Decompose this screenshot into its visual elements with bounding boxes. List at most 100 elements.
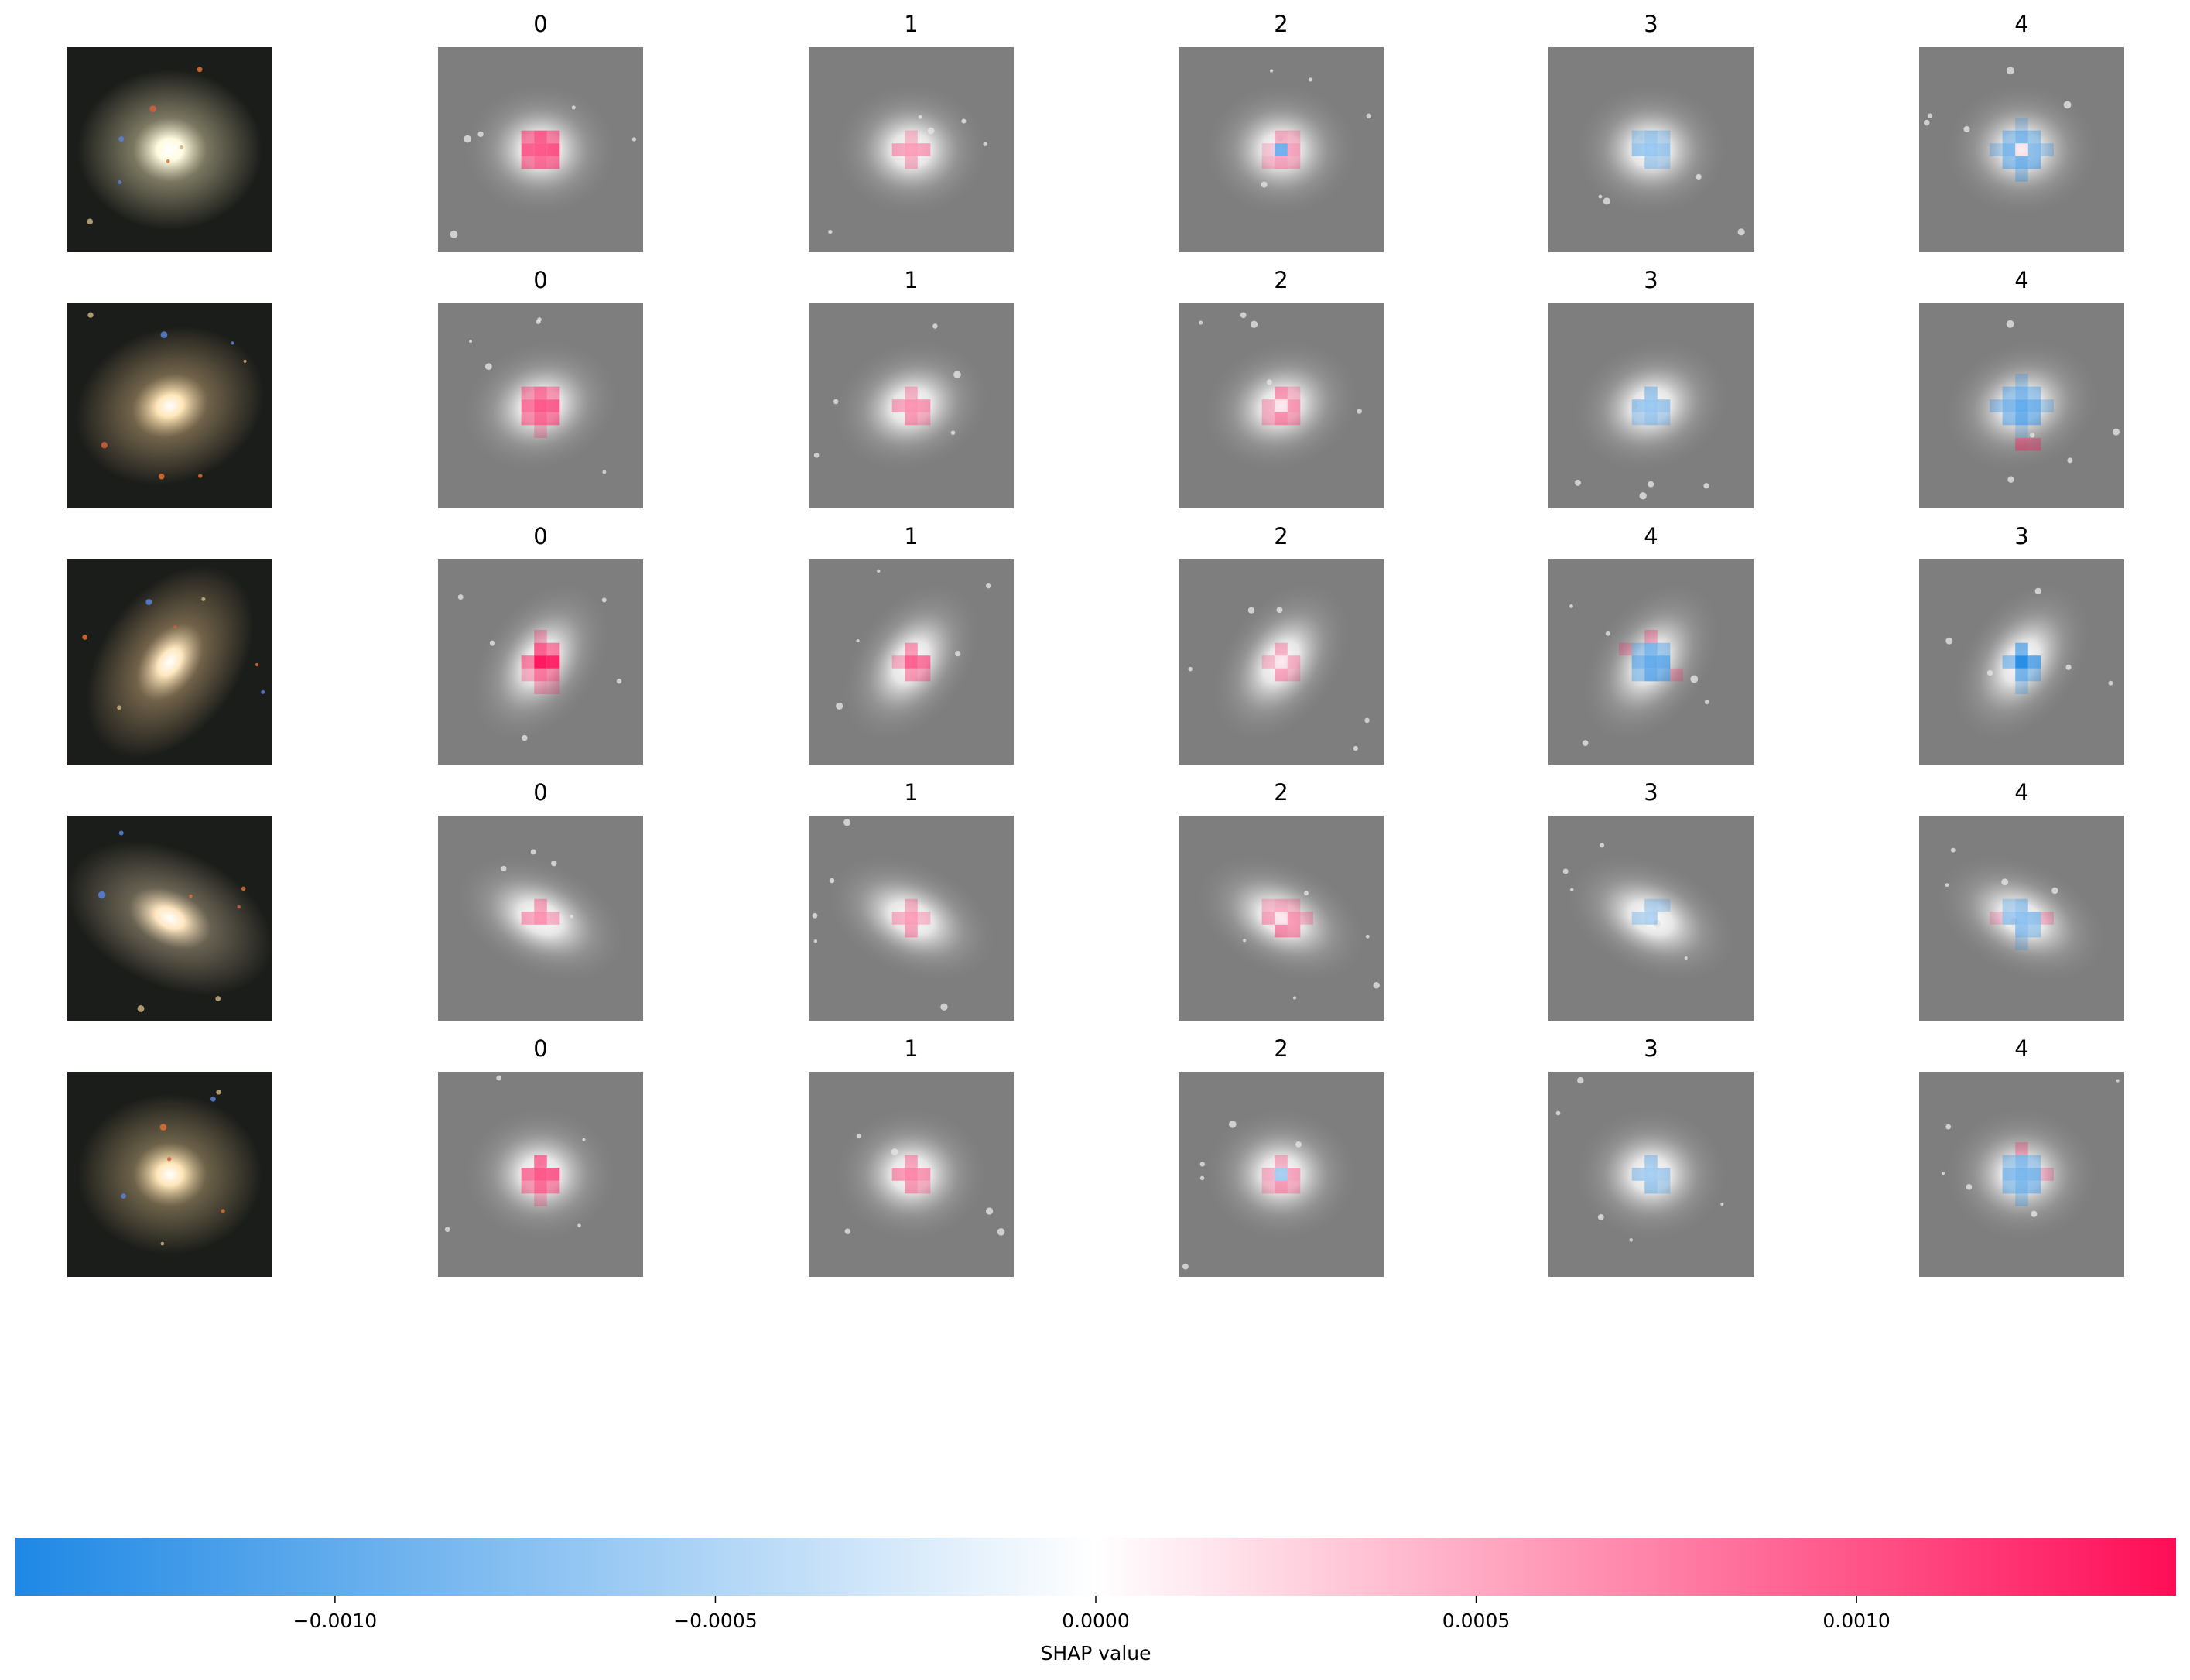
- shap-cell: [1631, 143, 1645, 156]
- shap-cell: [521, 912, 535, 925]
- shap-cell: [521, 156, 535, 169]
- shap-cell: [534, 412, 547, 426]
- panel-title: 0: [533, 523, 547, 549]
- shap-cell: [1644, 412, 1658, 426]
- panel-title: 0: [533, 267, 547, 293]
- shap-cell: [1657, 655, 1671, 669]
- shap-cell: [546, 386, 560, 400]
- shap-cell: [546, 681, 560, 694]
- shap-cell: [2002, 1155, 2016, 1168]
- shap-cell: [521, 399, 535, 412]
- shap-cell: [2002, 399, 2016, 412]
- shap-cell: [1261, 655, 1275, 669]
- shap-cell: [534, 681, 547, 694]
- panel-title: 0: [533, 11, 547, 37]
- shap-cell: [1644, 655, 1658, 669]
- shap-cell: [534, 655, 547, 669]
- panel-title: 4: [2014, 779, 2028, 806]
- shap-cell: [2027, 412, 2041, 426]
- shap-cell: [2002, 898, 2016, 912]
- colorbar-tick-label: −0.0005: [673, 1610, 757, 1632]
- shap-panel: [1919, 303, 2124, 508]
- shap-cell: [546, 412, 560, 426]
- shap-cell: [2002, 655, 2016, 669]
- shap-cell: [1644, 1168, 1658, 1181]
- shap-cell: [2027, 1155, 2041, 1168]
- shap-cell: [534, 1155, 547, 1168]
- panel-title: 1: [904, 523, 918, 549]
- shap-cell: [1275, 130, 1288, 144]
- shap-cell: [1644, 143, 1658, 156]
- colorbar-tick-label: −0.0010: [293, 1610, 377, 1632]
- colorbar-tick-label: 0.0010: [1822, 1610, 1890, 1632]
- panel-title: 3: [1644, 1035, 1658, 1062]
- shap-cell: [534, 912, 547, 925]
- shap-panel: [1548, 47, 1754, 252]
- shap-panel: [1548, 559, 1754, 765]
- shap-cell: [1261, 156, 1275, 169]
- shap-cell: [2027, 130, 2041, 144]
- shap-cell: [905, 655, 918, 669]
- shap-cell: [2015, 386, 2028, 400]
- shap-cell: [1287, 924, 1301, 938]
- shap-cell: [917, 399, 931, 412]
- panel-title: 0: [533, 779, 547, 806]
- shap-cell: [917, 1180, 931, 1194]
- shap-cell: [1287, 1168, 1301, 1181]
- shap-cell: [905, 399, 918, 412]
- shap-cell: [1631, 412, 1645, 426]
- shap-cell: [905, 912, 918, 925]
- shap-cell: [2002, 912, 2016, 925]
- shap-cell: [905, 668, 918, 682]
- shap-cell: [2015, 1180, 2028, 1194]
- shap-panel: [1919, 47, 2124, 252]
- shap-cell: [905, 156, 918, 169]
- shap-cell: [534, 156, 547, 169]
- shap-cell: [905, 1155, 918, 1168]
- shap-cell: [1261, 143, 1275, 156]
- shap-panel: [809, 816, 1014, 1021]
- shap-cell: [1644, 386, 1658, 400]
- shap-cell: [2041, 1168, 2054, 1181]
- shap-cell: [2027, 924, 2041, 938]
- panel-title: 2: [1274, 779, 1288, 806]
- shap-cell: [546, 912, 560, 925]
- shap-cell: [1657, 1180, 1671, 1194]
- shap-panel: [438, 1072, 643, 1277]
- panel-title: 3: [1644, 11, 1658, 37]
- shap-panel: [1548, 303, 1754, 508]
- panel-title: 1: [904, 11, 918, 37]
- shap-cell: [1287, 1180, 1301, 1194]
- shap-cell: [2027, 655, 2041, 669]
- shap-panel: [438, 303, 643, 508]
- shap-cell: [2041, 399, 2054, 412]
- shap-cell: [891, 655, 905, 669]
- shap-cell: [2027, 1180, 2041, 1194]
- shap-cell: [534, 668, 547, 682]
- shap-cell: [1287, 399, 1301, 412]
- shap-panel: [809, 559, 1014, 765]
- shap-cell: [1287, 143, 1301, 156]
- galaxy-image: [67, 47, 272, 252]
- shap-panel: [1179, 816, 1384, 1021]
- colorbar-tick-label: 0.0005: [1442, 1610, 1510, 1632]
- shap-cell: [917, 412, 931, 426]
- shap-cell: [891, 912, 905, 925]
- shap-cell: [546, 130, 560, 144]
- shap-cell: [2027, 437, 2041, 451]
- shap-cell: [521, 1168, 535, 1181]
- colorbar-gradient: [15, 1538, 2176, 1596]
- shap-cell: [917, 1168, 931, 1181]
- shap-cell: [1644, 912, 1658, 925]
- shap-cell: [2015, 425, 2028, 438]
- shap-cell: [1644, 156, 1658, 169]
- shap-cell: [2027, 668, 2041, 682]
- shap-cell: [1657, 898, 1671, 912]
- shap-cell: [1275, 912, 1288, 925]
- shap-cell: [2027, 912, 2041, 925]
- shap-cell: [1990, 143, 2003, 156]
- panel-title: 1: [904, 779, 918, 806]
- shap-cell: [1644, 898, 1658, 912]
- shap-cell: [1261, 412, 1275, 426]
- shap-cell: [534, 386, 547, 400]
